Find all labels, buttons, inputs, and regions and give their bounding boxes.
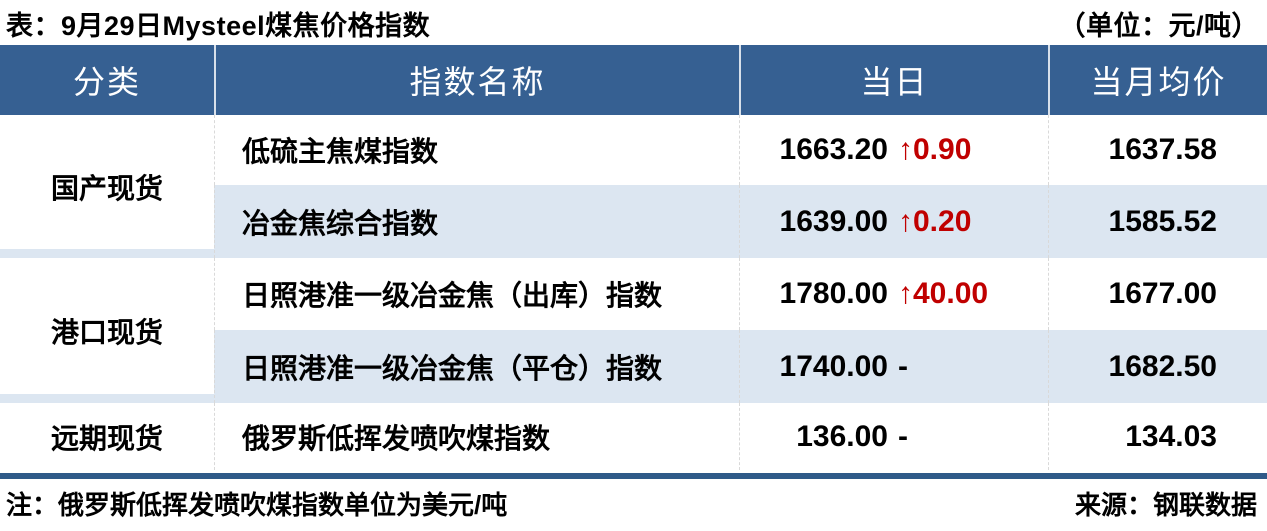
- column-header-monthly-avg: 当月均价: [1048, 45, 1267, 115]
- footnote: 注：俄罗斯低挥发喷吹煤指数单位为美元/吨: [6, 489, 508, 520]
- index-name-cell: 俄罗斯低挥发喷吹煤指数: [214, 403, 739, 470]
- daily-change-up: ↑0.20: [898, 204, 972, 238]
- monthly-avg-cell: 1637.58: [1048, 115, 1267, 185]
- spacer: [0, 470, 1267, 473]
- column-header-daily: 当日: [739, 45, 1048, 115]
- monthly-avg-cell: 1677.00: [1048, 258, 1267, 330]
- index-name-cell: 低硫主焦煤指数: [214, 115, 739, 185]
- daily-value: 1740.00: [779, 349, 888, 383]
- bottom-rule: [0, 473, 1267, 479]
- category-cell-forward-spot: 远期现货: [0, 403, 214, 470]
- daily-value: 1663.20: [779, 133, 888, 166]
- daily-change-up: ↑40.00: [898, 277, 989, 310]
- monthly-avg-cell: 134.03: [1048, 403, 1267, 470]
- daily-value-cell: 1780.00 ↑40.00: [739, 258, 1048, 330]
- daily-change-up: ↑0.90: [898, 133, 972, 166]
- price-table: 分类 指数名称 当日 当月均价 国产现货 低硫主焦煤指数 1663.20 ↑0.…: [0, 45, 1267, 470]
- index-name-cell: 日照港准一级冶金焦（出库）指数: [214, 258, 739, 330]
- title-bar: 表：9月29日Mysteel煤焦价格指数 （单位：元/吨）: [0, 0, 1267, 45]
- table-title: 表：9月29日Mysteel煤焦价格指数: [6, 11, 431, 41]
- index-name-cell: 日照港准一级冶金焦（平仓）指数: [214, 330, 739, 403]
- category-cell-domestic-spot: 国产现货: [0, 115, 214, 258]
- category-cell-port-spot: 港口现货: [0, 258, 214, 403]
- daily-value: 1639.00: [779, 204, 888, 238]
- daily-value-cell: 1663.20 ↑0.90: [739, 115, 1048, 185]
- daily-value-cell: 1639.00 ↑0.20: [739, 185, 1048, 258]
- daily-value-cell: 136.00 -: [739, 403, 1048, 470]
- footer-bar: 注：俄罗斯低挥发喷吹煤指数单位为美元/吨 来源：钢联数据: [0, 479, 1267, 531]
- daily-change-flat: -: [898, 349, 908, 383]
- daily-value: 136.00: [796, 419, 888, 453]
- unit-label: （单位：元/吨）: [1058, 11, 1259, 41]
- daily-change-flat: -: [898, 419, 908, 453]
- index-name-cell: 冶金焦综合指数: [214, 185, 739, 258]
- monthly-avg-cell: 1585.52: [1048, 185, 1267, 258]
- daily-value-cell: 1740.00 -: [739, 330, 1048, 403]
- column-header-category: 分类: [0, 45, 214, 115]
- column-header-index-name: 指数名称: [214, 45, 739, 115]
- monthly-avg-cell: 1682.50: [1048, 330, 1267, 403]
- daily-value: 1780.00: [779, 277, 888, 310]
- data-source: 来源：钢联数据: [1074, 489, 1257, 520]
